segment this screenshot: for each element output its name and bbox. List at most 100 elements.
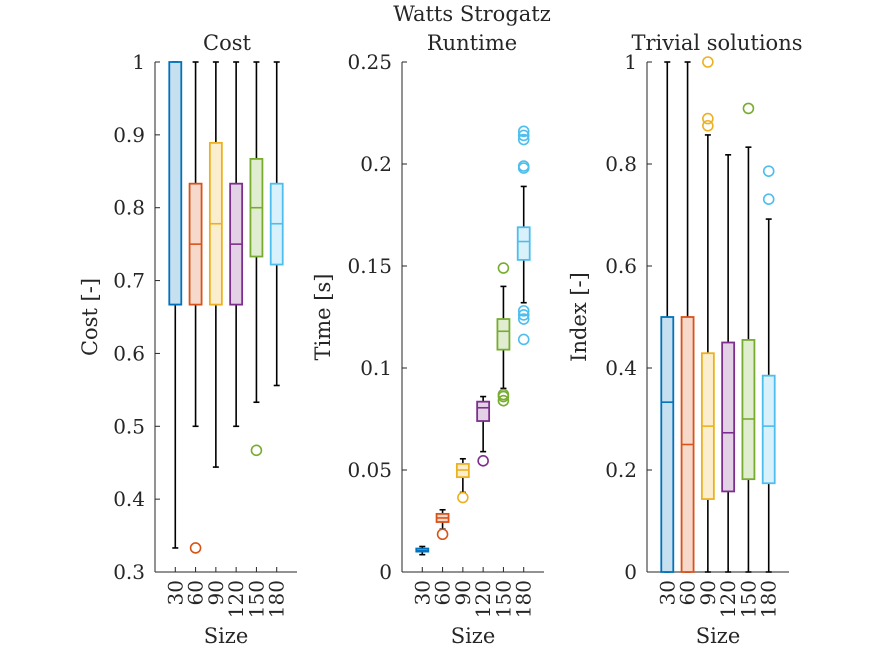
trivial-ylabel: Index [-]	[567, 272, 591, 362]
outlier-point	[702, 56, 714, 68]
runtime-xtick-label: 60	[431, 580, 455, 605]
outlier-point	[702, 112, 714, 125]
runtime-xtick-label: 180	[512, 580, 536, 618]
runtime-ytick-label: 0.15	[347, 254, 392, 278]
outlier-point	[250, 444, 263, 457]
runtime-box-150	[496, 262, 511, 407]
trivial-xtick-label: 150	[736, 580, 760, 618]
outlier-point	[517, 160, 530, 172]
trivial-xtick-label: 180	[757, 580, 781, 618]
outlier-point	[497, 388, 510, 401]
cost-xtick-label: 150	[244, 580, 268, 618]
cost-panel: Cost 0.3 0.4 0.5 0.6 0.7 0.8 0.9 1 Cost [-] 306090…	[78, 31, 297, 648]
runtime-title: Runtime	[427, 31, 517, 55]
runtime-box-60	[435, 508, 450, 541]
cost-ytick-label: 0.7	[113, 269, 145, 293]
cost-ytick-label: 0.6	[113, 341, 145, 365]
runtime-ytick-label: 0.2	[360, 152, 392, 176]
trivial-xtick-label: 60	[676, 580, 700, 605]
trivial-ytick-label: 0.8	[605, 152, 637, 176]
trivial-ytick-label: 1	[624, 50, 637, 74]
runtime-box-90	[455, 457, 470, 504]
figure-suptitle: Watts Strogatz	[393, 2, 551, 26]
runtime-xtick-label: 120	[471, 580, 495, 618]
outlier-point	[517, 333, 530, 346]
outlier-point	[517, 129, 530, 142]
cost-box-150	[249, 61, 264, 457]
outlier-point	[517, 313, 530, 325]
trivial-xtick-label: 30	[655, 580, 679, 605]
outlier-point	[497, 394, 510, 407]
box-iqr	[721, 341, 736, 493]
cost-xtick-label: 120	[224, 580, 248, 618]
trivial-box-30	[660, 61, 675, 573]
runtime-ytick-label: 0.05	[347, 458, 392, 482]
outlier-point	[742, 102, 755, 115]
box-iqr	[660, 316, 675, 573]
cost-ytick-label: 0.3	[113, 560, 145, 584]
cost-ytick-label: 0.5	[113, 414, 145, 438]
box-iqr	[476, 400, 491, 422]
runtime-xlabel: Size	[451, 624, 496, 648]
cost-title: Cost	[203, 31, 251, 55]
box-iqr	[496, 318, 511, 351]
outlier-point	[497, 262, 510, 274]
cost-ylabel: Cost [-]	[78, 278, 102, 356]
outlier-point	[436, 528, 449, 541]
trivial-ytick-label: 0.2	[605, 458, 637, 482]
trivial-box-180	[761, 165, 776, 573]
cost-xtick-label: 60	[184, 580, 208, 605]
cost-box-60	[188, 61, 203, 554]
outlier-point	[762, 165, 775, 177]
trivial-title: Trivial solutions	[631, 31, 802, 55]
runtime-xtick-label: 150	[491, 580, 515, 618]
runtime-box-30	[415, 545, 430, 556]
cost-ytick-label: 0.9	[113, 123, 145, 147]
cost-xtick-label: 90	[204, 580, 228, 605]
runtime-ytick-label: 0.25	[347, 50, 392, 74]
outlier-point	[189, 542, 202, 554]
trivial-panel: Trivial solutions 0 0.2 0.4 0.6 0.8 1 Index [-]…	[567, 31, 803, 648]
runtime-ytick-label: 0	[379, 560, 392, 584]
runtime-xtick-label: 90	[451, 580, 475, 605]
cost-ytick-label: 0.4	[113, 487, 145, 511]
cost-ytick-label: 0.8	[113, 196, 145, 220]
runtime-box-180	[516, 125, 531, 346]
runtime-ytick-label: 0.1	[360, 356, 392, 380]
trivial-ytick-label: 0	[624, 560, 637, 584]
outlier-point	[762, 193, 775, 205]
outlier-point	[517, 133, 530, 146]
cost-box-120	[229, 61, 244, 428]
box-iqr	[168, 61, 183, 306]
cost-box-180	[269, 61, 284, 387]
box-iqr	[761, 374, 776, 485]
cost-ytick-label: 1	[132, 50, 145, 74]
cost-xtick-label: 180	[265, 580, 289, 618]
cost-box-30	[168, 61, 183, 549]
trivial-box-90	[700, 56, 715, 573]
box-iqr	[741, 339, 756, 481]
box-iqr	[516, 226, 531, 261]
outlier-point	[517, 305, 530, 317]
outlier-point	[702, 119, 714, 132]
trivial-xtick-label: 120	[716, 580, 740, 618]
trivial-xtick-label: 90	[696, 580, 720, 605]
trivial-xlabel: Size	[696, 624, 741, 648]
trivial-ytick-label: 0.6	[605, 254, 637, 278]
trivial-box-150	[741, 102, 756, 573]
outlier-point	[517, 125, 530, 138]
cost-xtick-label: 30	[163, 580, 187, 605]
outlier-point	[477, 455, 489, 467]
outlier-point	[457, 491, 469, 504]
outlier-point	[517, 309, 530, 321]
runtime-box-120	[476, 395, 491, 467]
cost-box-90	[208, 61, 223, 468]
runtime-ylabel: Time [s]	[311, 274, 335, 361]
cost-xlabel: Size	[204, 624, 249, 648]
runtime-xtick-label: 30	[410, 580, 434, 605]
trivial-ytick-label: 0.4	[605, 356, 637, 380]
trivial-box-120	[721, 154, 736, 573]
trivial-box-60	[680, 61, 695, 573]
runtime-panel: Runtime 0 0.05 0.1 0.15 0.2 0.25 Time [s] 306090…	[311, 31, 544, 648]
